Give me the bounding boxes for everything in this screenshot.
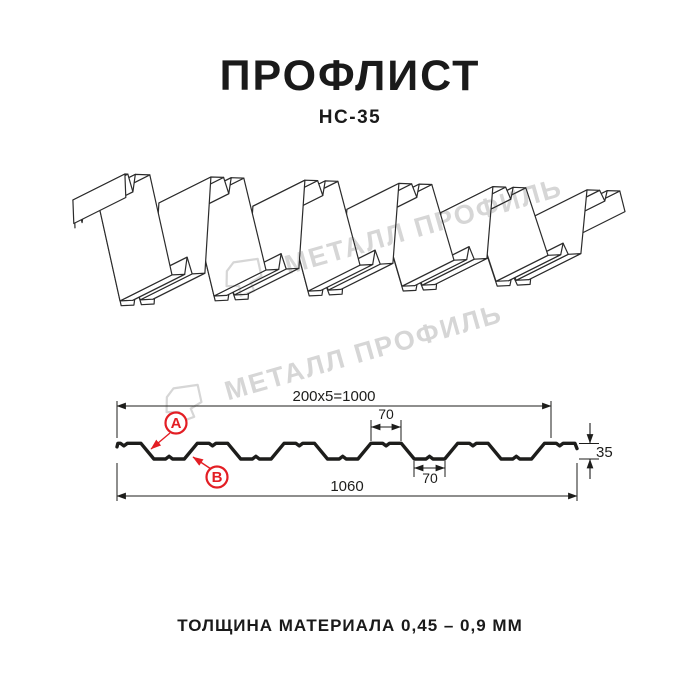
dimension-full-width: 1060 <box>116 463 578 501</box>
side-a-circle <box>164 411 188 435</box>
watermark-metall-profil: МЕТАЛЛ ПРОФИЛЬ <box>216 165 568 305</box>
dimension-label-coverage: 200x5=1000 <box>293 388 376 405</box>
profile-model-label: НС-35 <box>318 107 382 128</box>
dimension-label-valley: 70 <box>422 470 438 486</box>
side-b-letter: B <box>212 469 223 486</box>
dimension-crest-width: 70 <box>370 406 402 441</box>
dimension-label-full-width: 1060 <box>330 478 363 495</box>
side-a-marker: A <box>150 411 188 450</box>
dimension-profile-height: 35 <box>579 423 613 479</box>
material-thickness-note: ТОЛЩИНА МАТЕРИАЛА 0,45 – 0,9 ММ <box>177 616 523 635</box>
dimension-label-height: 35 <box>596 444 613 461</box>
dimension-label-crest: 70 <box>378 406 394 422</box>
side-a-letter: A <box>171 415 182 432</box>
profile-outline <box>115 441 579 461</box>
dimension-coverage-width: 200x5=1000 <box>116 388 552 438</box>
corrugated-sheet-3d <box>72 173 626 307</box>
side-b-circle <box>205 465 229 489</box>
side-b-marker: B <box>192 456 229 489</box>
metall-profil-logo-icon <box>225 257 263 297</box>
page-title: ПРОФЛИСТ <box>219 52 481 100</box>
dimension-valley-width: 70 <box>413 461 446 486</box>
